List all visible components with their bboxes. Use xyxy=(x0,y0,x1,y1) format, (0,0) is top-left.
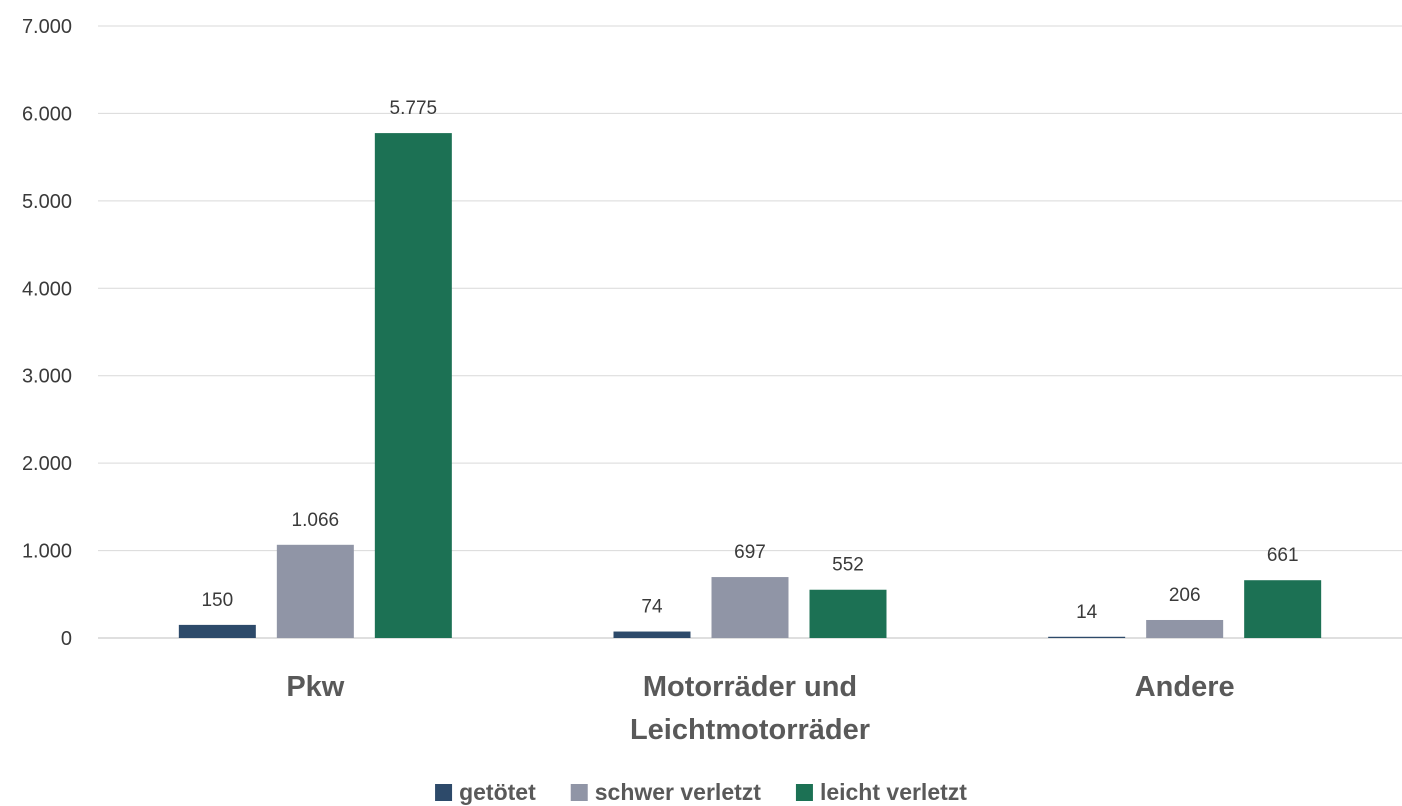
bar-leicht-verletzt xyxy=(1244,580,1322,638)
legend-swatch xyxy=(435,784,453,801)
legend-label: getötet xyxy=(459,779,536,805)
data-label: 150 xyxy=(201,590,233,611)
y-axis-ticks: 0 1.000 2.000 3.000 4.000 5.000 6.000 7.000 xyxy=(22,16,72,650)
bar-leicht-verletzt xyxy=(809,589,887,638)
legend: getötet schwer verletzt leicht verletzt xyxy=(435,779,967,805)
data-label: 1.066 xyxy=(292,510,340,531)
legend-item: schwer verletzt xyxy=(570,779,762,805)
data-label: 14 xyxy=(1076,602,1098,623)
category-label: Leichtmotorräder xyxy=(630,714,870,746)
y-tick-label: 4.000 xyxy=(22,278,72,300)
y-tick-label: 6.000 xyxy=(22,103,72,125)
legend-swatch xyxy=(795,784,813,801)
bar-leicht-verletzt xyxy=(374,133,452,638)
legend-label: schwer verletzt xyxy=(595,779,762,805)
category-labels: Pkw Motorräder und Leichtmotorräder Andere xyxy=(286,671,1234,746)
y-tick-label: 1.000 xyxy=(22,541,72,563)
data-label: 697 xyxy=(734,542,766,563)
data-label: 74 xyxy=(641,597,663,618)
y-tick-label: 7.000 xyxy=(22,16,72,38)
bar-getötet xyxy=(613,631,691,638)
bar-schwer-verletzt xyxy=(276,544,354,638)
data-label: 552 xyxy=(832,555,864,576)
bar-schwer-verletzt xyxy=(1146,619,1224,638)
legend-label: leicht verletzt xyxy=(820,779,967,805)
bars xyxy=(178,133,1322,638)
legend-item: getötet xyxy=(435,779,536,805)
y-tick-label: 2.000 xyxy=(22,453,72,475)
data-labels: 150 1.066 5.775 74 697 552 14 206 661 xyxy=(201,98,1298,623)
bar-getötet xyxy=(1048,636,1126,638)
category-label: Motorräder und xyxy=(643,671,857,703)
legend-item: leicht verletzt xyxy=(795,779,967,805)
data-label: 661 xyxy=(1267,545,1299,566)
data-label: 5.775 xyxy=(390,98,438,119)
y-tick-label: 3.000 xyxy=(22,366,72,388)
legend-swatch xyxy=(570,784,588,801)
y-tick-label: 0 xyxy=(61,628,72,650)
y-tick-label: 5.000 xyxy=(22,191,72,213)
bar-schwer-verletzt xyxy=(711,577,789,638)
data-label: 206 xyxy=(1169,585,1201,606)
bar-getötet xyxy=(178,624,256,638)
category-label: Pkw xyxy=(286,671,344,703)
category-label: Andere xyxy=(1135,671,1235,703)
